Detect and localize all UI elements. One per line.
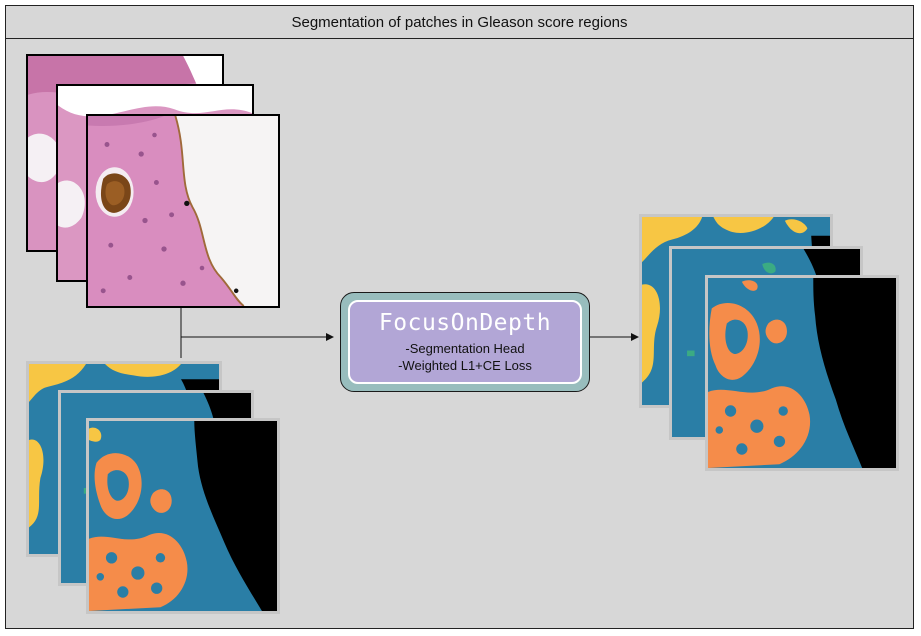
ground-truth-mask-front [86, 418, 280, 614]
segmentation-mask-image [708, 278, 896, 468]
model-detail-head: -Segmentation Head [405, 341, 525, 356]
diagram-frame: Segmentation of patches in Gleason score… [5, 5, 914, 629]
segmentation-mask-image [89, 421, 277, 611]
prediction-mask-front [705, 275, 899, 471]
model-name: FocusOnDepth [378, 310, 552, 336]
connector-lines [180, 308, 639, 358]
model-block-inner: FocusOnDepth -Segmentation Head -Weighte… [348, 300, 582, 384]
model-block: FocusOnDepth -Segmentation Head -Weighte… [340, 292, 590, 392]
histology-patch-image [88, 116, 278, 306]
diagram-title: Segmentation of patches in Gleason score… [6, 6, 913, 39]
histology-patch-front [86, 114, 280, 308]
model-detail-loss: -Weighted L1+CE Loss [398, 358, 532, 373]
